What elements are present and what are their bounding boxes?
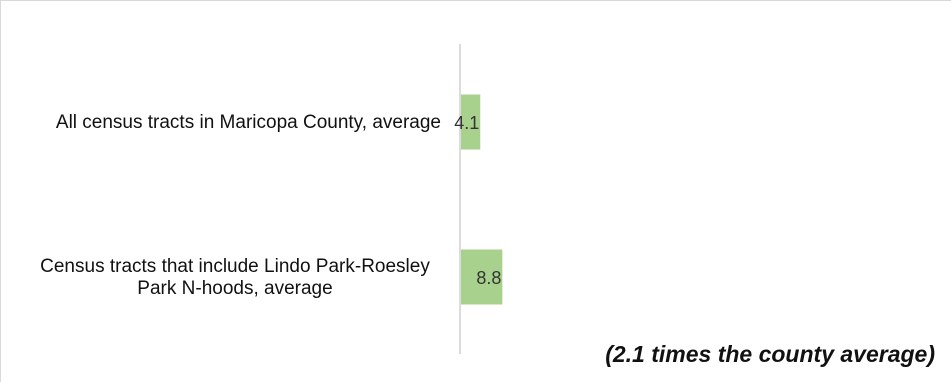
comparison-annotation: (2.1 times the county average): [605, 341, 935, 367]
category-label-line: Census tracts that include Lindo Park-Ro…: [40, 256, 430, 277]
bar-2: [461, 249, 503, 305]
labels-layer: 4.1 All census tracts in Maricopa County,…: [40, 112, 501, 299]
category-label-1: All census tracts in Maricopa County, av…: [56, 112, 441, 133]
data-label-1: 4.1: [454, 113, 479, 133]
bar-1: [461, 94, 481, 150]
category-label-line: Park N-hoods, average: [137, 278, 332, 299]
category-label-2: Census tracts that include Lindo Park-Ro…: [40, 256, 430, 299]
data-label-2: 8.8: [476, 268, 501, 288]
bars-layer: [461, 94, 503, 305]
category-label-line: All census tracts in Maricopa County, av…: [56, 112, 441, 133]
